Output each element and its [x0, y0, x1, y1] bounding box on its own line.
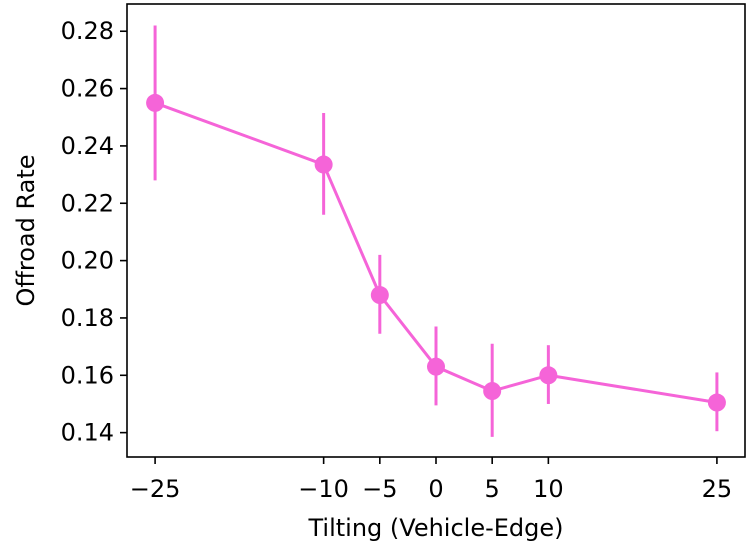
y-tick-label: 0.20 [61, 247, 114, 275]
plot-frame [126, 3, 746, 458]
data-point [483, 382, 502, 401]
x-tick-label: 0 [428, 475, 443, 503]
y-tick-label: 0.16 [61, 361, 114, 389]
x-tick-label: −5 [362, 475, 397, 503]
data-point [707, 393, 726, 412]
data-point [370, 286, 389, 305]
data-point [427, 357, 445, 376]
series-layer [146, 25, 726, 437]
x-tick-label: 5 [485, 475, 500, 503]
data-point [146, 93, 165, 112]
y-tick-label: 0.26 [61, 75, 114, 103]
y-tick-label: 0.28 [61, 17, 114, 45]
x-axis-label: Tilting (Vehicle-Edge) [307, 514, 563, 542]
ticks-layer: −25 −10 −5 0 5 10 25 0.14 0.16 0.18 0.20 0.22 0.24 0.… [61, 17, 733, 503]
y-axis-label: Offroad Rate [12, 154, 40, 306]
y-tick-label: 0.14 [61, 419, 114, 447]
y-tick-label: 0.22 [61, 189, 114, 217]
data-point [314, 155, 333, 174]
y-tick-label: 0.24 [61, 132, 114, 160]
x-tick-label: −25 [130, 475, 181, 503]
data-point [539, 366, 558, 385]
x-tick-label: −10 [298, 475, 349, 503]
x-tick-label: 25 [702, 475, 733, 503]
x-tick-label: 10 [533, 475, 564, 503]
y-tick-label: 0.18 [61, 304, 114, 332]
